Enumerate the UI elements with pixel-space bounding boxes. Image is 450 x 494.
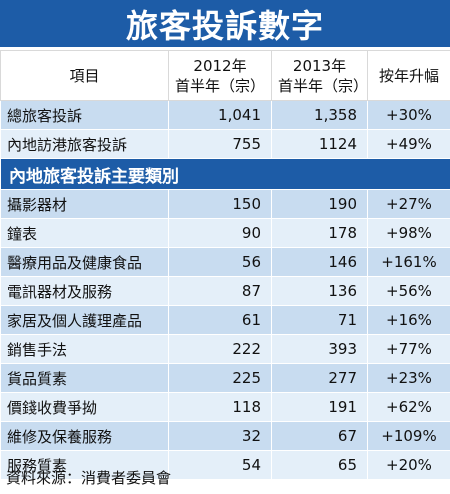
table-header-row: 項目 2012年 首半年（宗） 2013年 首半年（宗） 按年升幅 bbox=[0, 50, 450, 101]
page-title: 旅客投訴數字 bbox=[125, 6, 324, 45]
table-row: 貨品質素 225 277 +23% bbox=[0, 363, 450, 393]
table-row: 服務質素 54 65 +20% bbox=[0, 450, 450, 480]
table-row: 電訊器材及服務 87 136 +56% bbox=[0, 276, 450, 306]
row-change: +98% bbox=[367, 218, 450, 248]
complaints-table: 項目 2012年 首半年（宗） 2013年 首半年（宗） 按年升幅 總旅客投訴 1,… bbox=[0, 50, 450, 480]
row-2012: 755 bbox=[168, 129, 272, 159]
row-2012: 1,041 bbox=[168, 100, 272, 130]
row-2013: 190 bbox=[271, 189, 368, 219]
row-2012: 61 bbox=[168, 305, 272, 335]
row-label: 內地訪港旅客投訴 bbox=[0, 129, 169, 159]
row-2012: 32 bbox=[168, 421, 272, 451]
row-change: +27% bbox=[367, 189, 450, 219]
table-row: 內地訪港旅客投訴 755 1124 +49% bbox=[0, 129, 450, 159]
row-label: 價錢收費爭拗 bbox=[0, 392, 169, 422]
row-change: +56% bbox=[367, 276, 450, 306]
row-2013: 1,358 bbox=[271, 100, 368, 130]
row-2012: 118 bbox=[168, 392, 272, 422]
row-2013: 191 bbox=[271, 392, 368, 422]
table-row: 攝影器材 150 190 +27% bbox=[0, 189, 450, 219]
row-2012: 90 bbox=[168, 218, 272, 248]
row-change: +23% bbox=[367, 363, 450, 393]
row-2012: 225 bbox=[168, 363, 272, 393]
source-note: 資料來源：消費者委員會 bbox=[6, 469, 172, 487]
row-2013: 1124 bbox=[271, 129, 368, 159]
row-2013: 136 bbox=[271, 276, 368, 306]
row-2012: 54 bbox=[168, 450, 272, 480]
row-label: 貨品質素 bbox=[0, 363, 169, 393]
table-row: 鐘表 90 178 +98% bbox=[0, 218, 450, 248]
section-header-row: 內地旅客投訴主要類別 bbox=[0, 158, 450, 190]
row-2013: 277 bbox=[271, 363, 368, 393]
row-2012: 222 bbox=[168, 334, 272, 364]
row-change: +109% bbox=[367, 421, 450, 451]
row-2013: 178 bbox=[271, 218, 368, 248]
row-change: +20% bbox=[367, 450, 450, 480]
row-2012: 150 bbox=[168, 189, 272, 219]
header-2012: 2012年 首半年（宗） bbox=[168, 50, 272, 101]
row-2013: 71 bbox=[271, 305, 368, 335]
row-2012: 56 bbox=[168, 247, 272, 277]
header-change: 按年升幅 bbox=[367, 50, 450, 101]
row-change: +62% bbox=[367, 392, 450, 422]
row-change: +49% bbox=[367, 129, 450, 159]
row-change: +30% bbox=[367, 100, 450, 130]
row-2013: 146 bbox=[271, 247, 368, 277]
row-change: +77% bbox=[367, 334, 450, 364]
row-label: 總旅客投訴 bbox=[0, 100, 169, 130]
row-change: +16% bbox=[367, 305, 450, 335]
row-2012: 87 bbox=[168, 276, 272, 306]
title-banner: 旅客投訴數字 bbox=[0, 0, 450, 50]
row-label: 醫療用品及健康食品 bbox=[0, 247, 169, 277]
row-2013: 393 bbox=[271, 334, 368, 364]
table-row: 醫療用品及健康食品 56 146 +161% bbox=[0, 247, 450, 277]
table-row: 家居及個人護理產品 61 71 +16% bbox=[0, 305, 450, 335]
table-row: 總旅客投訴 1,041 1,358 +30% bbox=[0, 100, 450, 130]
table-row: 維修及保養服務 32 67 +109% bbox=[0, 421, 450, 451]
table-row: 銷售手法 222 393 +77% bbox=[0, 334, 450, 364]
header-item: 項目 bbox=[0, 50, 169, 101]
row-label: 維修及保養服務 bbox=[0, 421, 169, 451]
row-2013: 65 bbox=[271, 450, 368, 480]
row-label: 鐘表 bbox=[0, 218, 169, 248]
row-label: 家居及個人護理產品 bbox=[0, 305, 169, 335]
header-2013: 2013年 首半年（宗） bbox=[271, 50, 368, 101]
section-title: 內地旅客投訴主要類別 bbox=[0, 158, 450, 190]
row-label: 電訊器材及服務 bbox=[0, 276, 169, 306]
row-label: 服務質素 bbox=[0, 450, 169, 480]
table-row: 價錢收費爭拗 118 191 +62% bbox=[0, 392, 450, 422]
row-label: 攝影器材 bbox=[0, 189, 169, 219]
row-label: 銷售手法 bbox=[0, 334, 169, 364]
row-2013: 67 bbox=[271, 421, 368, 451]
row-change: +161% bbox=[367, 247, 450, 277]
